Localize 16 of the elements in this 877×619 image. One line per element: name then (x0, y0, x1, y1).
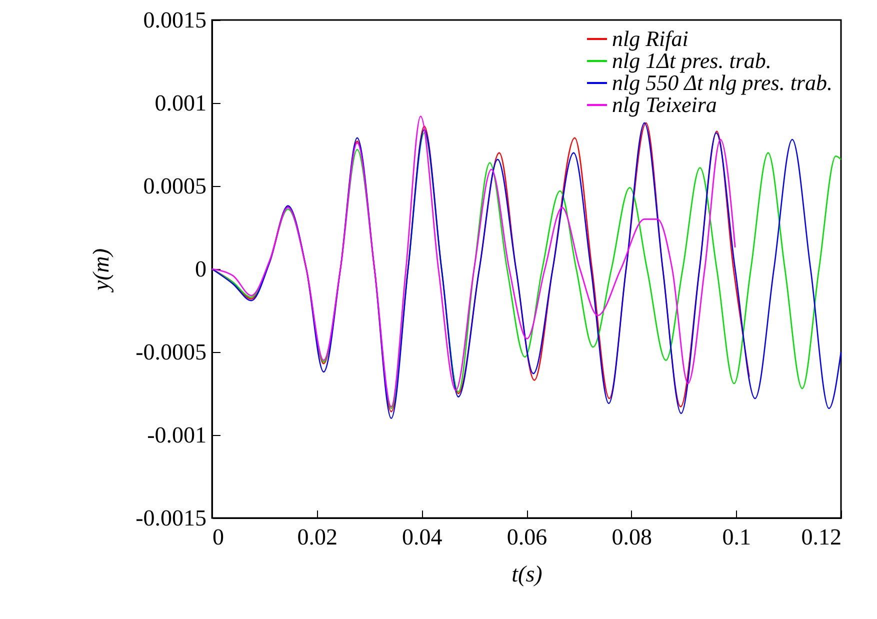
x-tick-label: 0.12 (801, 524, 842, 550)
y-tick-label: -0.001 (147, 422, 206, 448)
x-tick-label: 0 (212, 524, 224, 550)
x-tick-label: 0.02 (297, 524, 338, 550)
y-tick-label: 0.001 (154, 90, 206, 116)
x-tick-label: 0.04 (402, 524, 443, 550)
y-tick-label: 0.0005 (143, 174, 206, 198)
x-axis-title: t(s) (512, 562, 542, 586)
y-tick-label: -0.0005 (136, 340, 206, 364)
x-tick-label: 0.08 (612, 524, 652, 550)
y-axis-title: y(m) (88, 248, 114, 293)
y-tick-label: 0 (195, 256, 206, 282)
x-tick-label: 0.1 (722, 524, 752, 550)
y-tick-label: 0.0015 (143, 8, 206, 32)
x-tick-label: 0.06 (506, 524, 548, 550)
y-tick-label: -0.0015 (136, 506, 206, 530)
